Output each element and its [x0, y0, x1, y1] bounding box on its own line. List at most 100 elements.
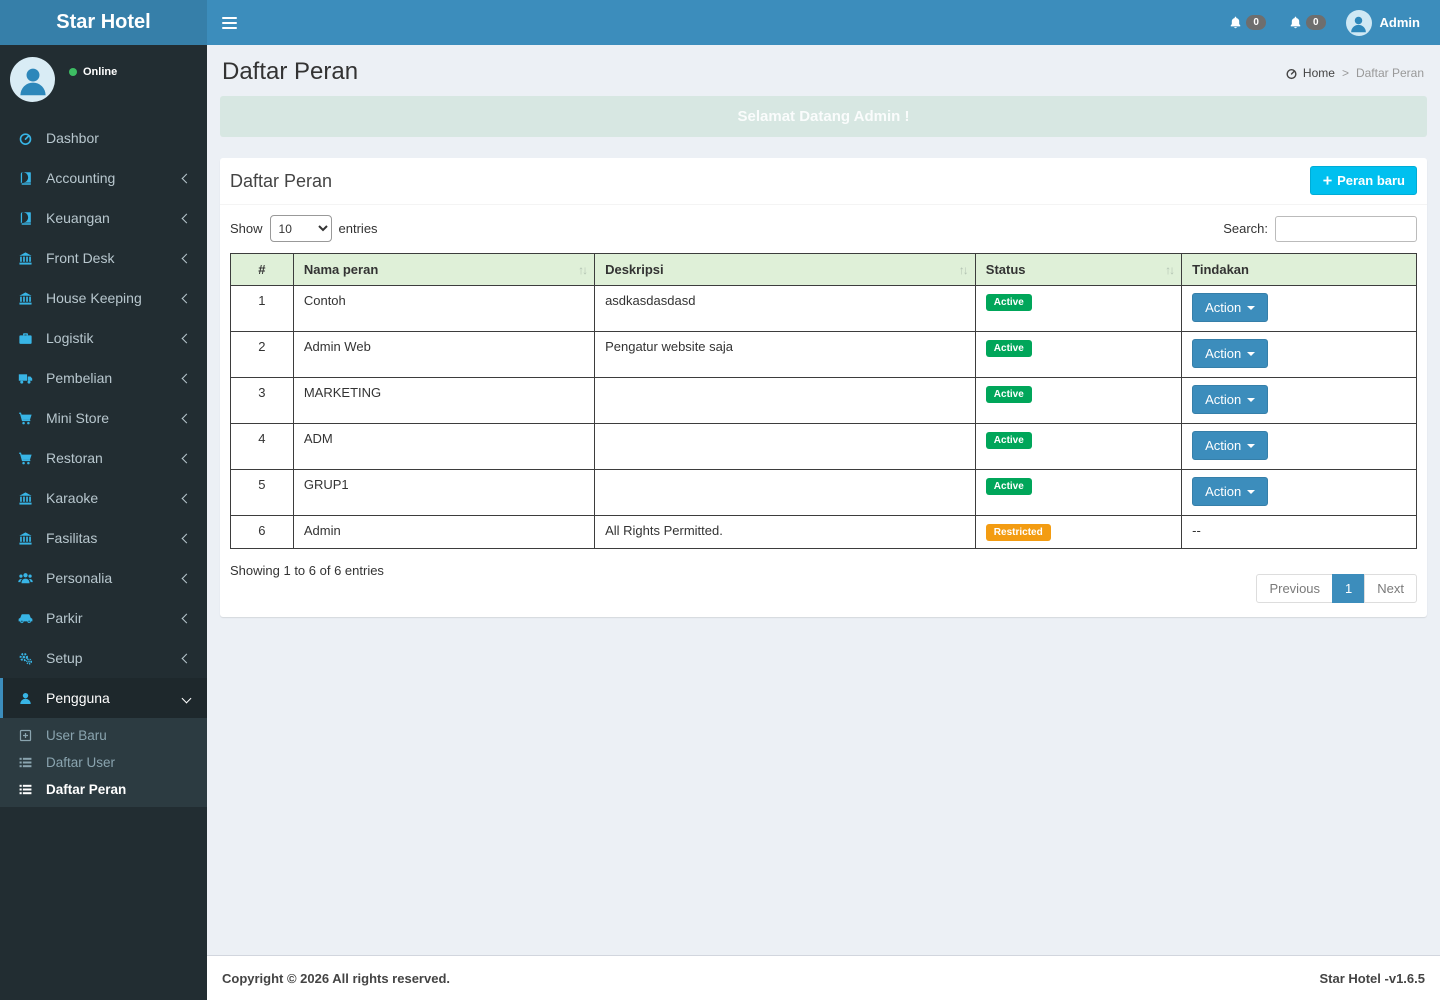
content-header: Daftar Peran Home > Daftar Peran: [220, 57, 1427, 96]
notifications-button-1[interactable]: 0: [1220, 9, 1274, 36]
header-status[interactable]: Status ↑↓: [974, 253, 1183, 286]
action-dropdown-button[interactable]: Action: [1192, 339, 1269, 368]
dashboard-icon: [18, 131, 35, 146]
action-dropdown-button[interactable]: Action: [1192, 431, 1269, 460]
sort-icon: ↑↓: [578, 262, 588, 277]
header-number[interactable]: #: [230, 253, 294, 286]
cell-desc: [594, 469, 976, 516]
footer: Copyright © 2026 All rights reserved. St…: [207, 955, 1440, 1000]
sidebar-item-front-desk[interactable]: Front Desk: [0, 238, 207, 278]
new-role-button-label: Peran baru: [1337, 173, 1405, 188]
cell-desc: Pengatur website saja: [594, 331, 976, 378]
sidebar-item-pengguna[interactable]: Pengguna: [0, 678, 207, 718]
sidebar-item-mini-store[interactable]: Mini Store: [0, 398, 207, 438]
chevron-left-icon: [181, 293, 192, 303]
pagination-page-1-button[interactable]: 1: [1332, 574, 1366, 603]
cell-desc: All Rights Permitted.: [594, 515, 976, 549]
breadcrumb-current: Daftar Peran: [1355, 66, 1424, 80]
bell-icon: [1228, 15, 1243, 30]
cell-number: 1: [230, 285, 294, 332]
action-dropdown-button[interactable]: Action: [1192, 477, 1269, 506]
page-length-control: Show 10 entries: [230, 215, 378, 242]
status-badge: Active: [985, 386, 1032, 403]
sidebar-item-accounting[interactable]: Accounting: [0, 158, 207, 198]
sidebar-item-label: Dashbor: [46, 130, 99, 146]
roles-panel: Daftar Peran Peran baru Show 10 entries …: [220, 158, 1427, 617]
topbar-right: 0 0 Admin: [1220, 6, 1440, 40]
online-dot-icon: [69, 68, 77, 76]
car-icon: [18, 611, 35, 626]
bank-icon: [18, 291, 35, 306]
book-icon: [18, 171, 35, 186]
action-dropdown-button[interactable]: Action: [1192, 385, 1269, 414]
sidebar: Star Hotel Online Dashbor Accounting Keu…: [0, 0, 207, 1000]
sidebar-item-dashbor[interactable]: Dashbor: [0, 118, 207, 158]
cell-action: Action: [1181, 331, 1417, 378]
notification-count-badge: 0: [1246, 15, 1266, 30]
status-badge: Active: [985, 432, 1032, 449]
submenu-item-label: User Baru: [46, 728, 107, 743]
header-deskripsi[interactable]: Deskripsi ↑↓: [594, 253, 976, 286]
caret-down-icon: [1247, 351, 1256, 356]
sort-icon: ↑↓: [958, 262, 969, 277]
sidebar-item-house-keeping[interactable]: House Keeping: [0, 278, 207, 318]
breadcrumb-home-link[interactable]: Home: [1285, 66, 1335, 80]
sidebar-item-logistik[interactable]: Logistik: [0, 318, 207, 358]
sidebar-item-label: Pengguna: [46, 690, 110, 706]
cell-status: Active: [974, 331, 1183, 378]
panel-heading: Daftar Peran Peran baru: [220, 158, 1427, 205]
sidebar-item-label: Restoran: [46, 450, 103, 466]
pagination-previous-button[interactable]: Previous: [1256, 574, 1334, 603]
sidebar-item-parkir[interactable]: Parkir: [0, 598, 207, 638]
sidebar-item-label: Parkir: [46, 610, 83, 626]
sidebar-item-personalia[interactable]: Personalia: [0, 558, 207, 598]
content-wrapper: Daftar Peran Home > Daftar Peran Selamat…: [207, 45, 1440, 955]
sidebar-item-label: Mini Store: [46, 410, 110, 426]
search-input[interactable]: [1275, 215, 1417, 242]
submenu-item-daftar-peran[interactable]: Daftar Peran: [0, 776, 207, 803]
table-row: 1 Contoh asdkasdasdasd Active Action: [230, 285, 1417, 332]
pagination: Previous 1 Next: [1256, 574, 1417, 603]
sidebar-user-panel: Online: [0, 45, 207, 112]
table-info: Showing 1 to 6 of 6 entries: [230, 563, 384, 578]
sidebar-item-label: Keuangan: [46, 210, 110, 226]
sidebar-item-restoran[interactable]: Restoran: [0, 438, 207, 478]
action-dropdown-button[interactable]: Action: [1192, 293, 1269, 322]
sidebar-item-label: House Keeping: [46, 290, 142, 306]
submenu-item-daftar-user[interactable]: Daftar User: [0, 749, 207, 776]
cell-name: MARKETING: [292, 377, 596, 424]
brand-logo[interactable]: Star Hotel: [0, 0, 207, 45]
sidebar-item-pembelian[interactable]: Pembelian: [0, 358, 207, 398]
submenu-item-label: Daftar Peran: [46, 782, 127, 797]
submenu-item-label: Daftar User: [46, 755, 116, 770]
new-role-button[interactable]: Peran baru: [1310, 166, 1417, 195]
sidebar-item-label: Personalia: [46, 570, 113, 586]
header-nama-peran[interactable]: Nama peran ↑↓: [292, 253, 596, 286]
avatar: [10, 57, 55, 102]
bank-icon: [18, 531, 35, 546]
caret-down-icon: [1247, 397, 1256, 402]
caret-down-icon: [1247, 443, 1256, 448]
cell-status: Active: [974, 285, 1183, 332]
cell-name: Contoh: [292, 285, 596, 332]
sidebar-item-fasilitas[interactable]: Fasilitas: [0, 518, 207, 558]
sidebar-item-keuangan[interactable]: Keuangan: [0, 198, 207, 238]
notification-count-badge: 0: [1305, 15, 1326, 30]
pagination-next-button[interactable]: Next: [1364, 574, 1417, 603]
user-menu-button[interactable]: Admin: [1340, 6, 1426, 40]
sidebar-item-setup[interactable]: Setup: [0, 638, 207, 678]
table-row: 2 Admin Web Pengatur website saja Active…: [230, 331, 1417, 378]
submenu-item-user-baru[interactable]: User Baru: [0, 722, 207, 749]
table-row: 4 ADM Active Action: [230, 423, 1417, 470]
hamburger-menu-button[interactable]: [207, 0, 251, 45]
sidebar-submenu-pengguna: User Baru Daftar User Daftar Peran: [0, 718, 207, 807]
cell-status: Active: [974, 469, 1183, 516]
sidebar-item-karaoke[interactable]: Karaoke: [0, 478, 207, 518]
chevron-left-icon: [181, 373, 192, 383]
user-icon: [18, 691, 35, 706]
page-length-select[interactable]: 10: [269, 215, 332, 242]
cell-name: GRUP1: [292, 469, 596, 516]
chevron-left-icon: [181, 493, 192, 503]
cart-icon: [18, 451, 35, 466]
notifications-button-2[interactable]: 0: [1280, 9, 1334, 36]
